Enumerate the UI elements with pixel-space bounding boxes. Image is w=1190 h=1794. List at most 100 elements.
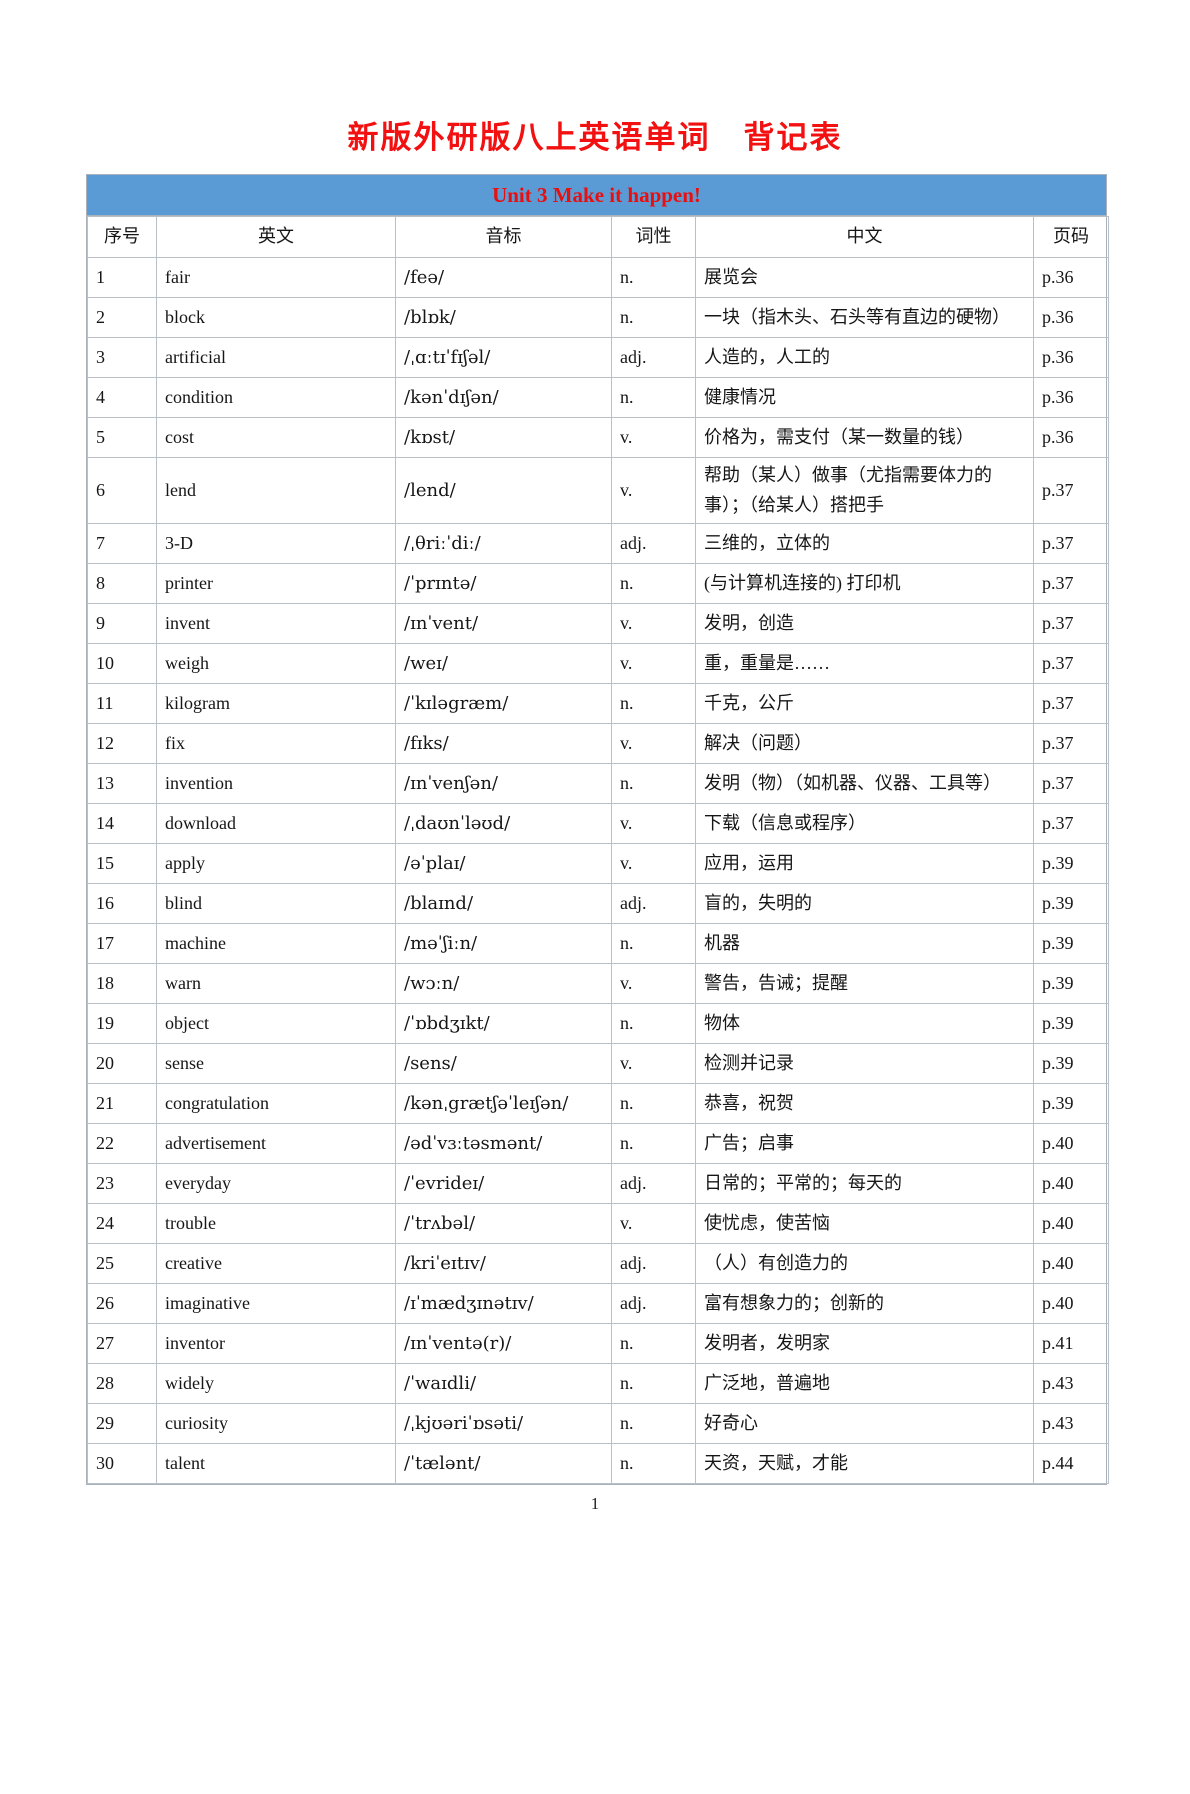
- vocab-table-header-row: 序号 英文 音标 词性 中文 页码: [87, 216, 1109, 258]
- cell-part-of-speech: n.: [611, 377, 696, 418]
- cell-number: 8: [87, 563, 157, 605]
- cell-number: 24: [87, 1203, 157, 1245]
- cell-english-word: download: [156, 803, 396, 845]
- table-row: 26 imaginative/ɪˈmædʒɪnətɪv/adj. 富有想象力的；创新…: [87, 1283, 1109, 1325]
- cell-chinese-meaning: 发明，创造: [695, 603, 1034, 645]
- vocab-table: Unit 3 Make it happen! 序号 英文 音标 词性 中文 页码 1 fai…: [86, 174, 1109, 1486]
- cell-number: 20: [87, 1043, 157, 1085]
- table-row: 12 fix/fɪks/v. 解决（问题） p.37: [87, 723, 1109, 765]
- cell-english-word: artificial: [156, 337, 396, 378]
- cell-page-number: p.39: [1033, 963, 1109, 1005]
- table-row: 28 widely/ˈwaɪdli/n. 广泛地，普遍地 p.43: [87, 1363, 1109, 1405]
- cell-number: 30: [87, 1443, 157, 1485]
- cell-number: 21: [87, 1083, 157, 1125]
- cell-chinese-meaning: 广泛地，普遍地: [695, 1363, 1034, 1405]
- table-row: 6 lend/lend/v. 帮助（某人）做事（尤指需要体力的事）；（给某人）搭把手…: [87, 456, 1109, 525]
- cell-chinese-meaning: 解决（问题）: [695, 723, 1034, 765]
- cell-number: 14: [87, 803, 157, 845]
- cell-chinese-meaning: （人）有创造力的: [695, 1243, 1034, 1285]
- cell-part-of-speech: v.: [611, 843, 696, 885]
- table-row: 27 inventor/ɪnˈventə(r)/n. 发明者，发明家 p.41: [87, 1323, 1109, 1365]
- cell-english-word: invent: [156, 603, 396, 645]
- cell-english-word: imaginative: [156, 1283, 396, 1325]
- cell-page-number: p.43: [1033, 1363, 1109, 1405]
- cell-chinese-meaning: 物体: [695, 1003, 1034, 1045]
- page-title: 新版外研版八上英语单词 背记表: [347, 120, 843, 155]
- cell-chinese-meaning: 富有想象力的；创新的: [695, 1283, 1034, 1325]
- column-header: 词性: [611, 216, 696, 258]
- cell-english-word: fix: [156, 723, 396, 765]
- cell-phonetic: /weɪ/: [395, 643, 612, 685]
- cell-page-number: p.37: [1033, 643, 1109, 685]
- cell-part-of-speech: n.: [611, 1403, 696, 1445]
- cell-phonetic: /ɪnˈvent/: [395, 603, 612, 645]
- cell-english-word: warn: [156, 963, 396, 1005]
- cell-chinese-meaning: 价格为，需支付（某一数量的钱）: [695, 417, 1034, 458]
- cell-number: 15: [87, 843, 157, 885]
- cell-english-word: machine: [156, 923, 396, 965]
- cell-part-of-speech: n.: [611, 1003, 696, 1045]
- cell-phonetic: /kənˌgrætʃəˈleɪʃən/: [395, 1083, 612, 1125]
- cell-page-number: p.36: [1033, 337, 1109, 378]
- cell-part-of-speech: v.: [611, 643, 696, 685]
- cell-page-number: p.41: [1033, 1323, 1109, 1365]
- cell-chinese-meaning: 发明（物）（如机器、仪器、工具等）: [695, 763, 1034, 805]
- cell-phonetic: /lend/: [395, 456, 612, 525]
- cell-part-of-speech: v.: [611, 963, 696, 1005]
- cell-english-word: 3-D: [156, 523, 396, 565]
- cell-english-word: congratulation: [156, 1083, 396, 1125]
- cell-page-number: p.36: [1033, 257, 1109, 298]
- cell-page-number: p.39: [1033, 843, 1109, 885]
- cell-phonetic: /ˌkjʊəriˈɒsəti/: [395, 1403, 612, 1445]
- column-header: 音标: [395, 216, 612, 258]
- cell-number: 29: [87, 1403, 157, 1445]
- cell-number: 10: [87, 643, 157, 685]
- cell-number: 22: [87, 1123, 157, 1165]
- cell-phonetic: /fɪks/: [395, 723, 612, 765]
- cell-english-word: curiosity: [156, 1403, 396, 1445]
- cell-english-word: invention: [156, 763, 396, 805]
- cell-english-word: cost: [156, 417, 396, 458]
- column-header: 序号: [87, 216, 157, 258]
- table-row: 7 3-D/ˌθriːˈdiː/adj. 三维的，立体的 p.37: [87, 523, 1109, 565]
- cell-number: 4: [87, 377, 157, 418]
- cell-chinese-meaning: 机器: [695, 923, 1034, 965]
- cell-number: 27: [87, 1323, 157, 1365]
- cell-phonetic: /ɪnˈventə(r)/: [395, 1323, 612, 1365]
- cell-part-of-speech: v.: [611, 1043, 696, 1085]
- table-row: 17 machine/məˈʃiːn/n. 机器 p.39: [87, 923, 1109, 965]
- cell-page-number: p.39: [1033, 883, 1109, 925]
- cell-page-number: p.44: [1033, 1443, 1109, 1485]
- cell-phonetic: /ˌdaʊnˈləʊd/: [395, 803, 612, 845]
- cell-number: 6: [87, 456, 157, 525]
- table-row: 19 object/ˈɒbdʒɪkt/n. 物体 p.39: [87, 1003, 1109, 1045]
- cell-english-word: talent: [156, 1443, 396, 1485]
- table-row: 5 cost/kɒst/v. 价格为，需支付（某一数量的钱） p.36: [87, 417, 1109, 458]
- cell-chinese-meaning: 日常的；平常的；每天的: [695, 1163, 1034, 1205]
- cell-chinese-meaning: 一块（指木头、石头等有直边的硬物）: [695, 297, 1034, 338]
- cell-part-of-speech: n.: [611, 257, 696, 298]
- cell-english-word: lend: [156, 456, 396, 525]
- cell-number: 2: [87, 297, 157, 338]
- cell-number: 19: [87, 1003, 157, 1045]
- cell-number: 5: [87, 417, 157, 458]
- cell-chinese-meaning: 健康情况: [695, 377, 1034, 418]
- cell-chinese-meaning: 帮助（某人）做事（尤指需要体力的事）；（给某人）搭把手: [695, 456, 1034, 525]
- table-row: 14 download/ˌdaʊnˈləʊd/v. 下载（信息或程序） p.37: [87, 803, 1109, 845]
- table-row: 25 creative/kriˈeɪtɪv/adj. （人）有创造力的 p.40: [87, 1243, 1109, 1285]
- cell-english-word: block: [156, 297, 396, 338]
- table-row: 23 everyday/ˈevrideɪ/adj. 日常的；平常的；每天的 p.40: [87, 1163, 1109, 1205]
- cell-part-of-speech: n.: [611, 1323, 696, 1365]
- cell-chinese-meaning: 三维的，立体的: [695, 523, 1034, 565]
- cell-chinese-meaning: 使忧虑，使苦恼: [695, 1203, 1034, 1245]
- cell-part-of-speech: v.: [611, 723, 696, 765]
- table-row: 30 talent/ˈtælənt/n. 天资，天赋，才能 p.44: [87, 1443, 1109, 1485]
- cell-part-of-speech: n.: [611, 683, 696, 725]
- column-header: 中文: [695, 216, 1034, 258]
- cell-phonetic: /feə/: [395, 257, 612, 298]
- cell-page-number: p.40: [1033, 1283, 1109, 1325]
- table-row: 16 blind/blaɪnd/adj. 盲的，失明的 p.39: [87, 883, 1109, 925]
- footer-page-number: 1: [590, 1494, 600, 1514]
- table-row: 29 curiosity/ˌkjʊəriˈɒsəti/n. 好奇心 p.43: [87, 1403, 1109, 1445]
- cell-english-word: advertisement: [156, 1123, 396, 1165]
